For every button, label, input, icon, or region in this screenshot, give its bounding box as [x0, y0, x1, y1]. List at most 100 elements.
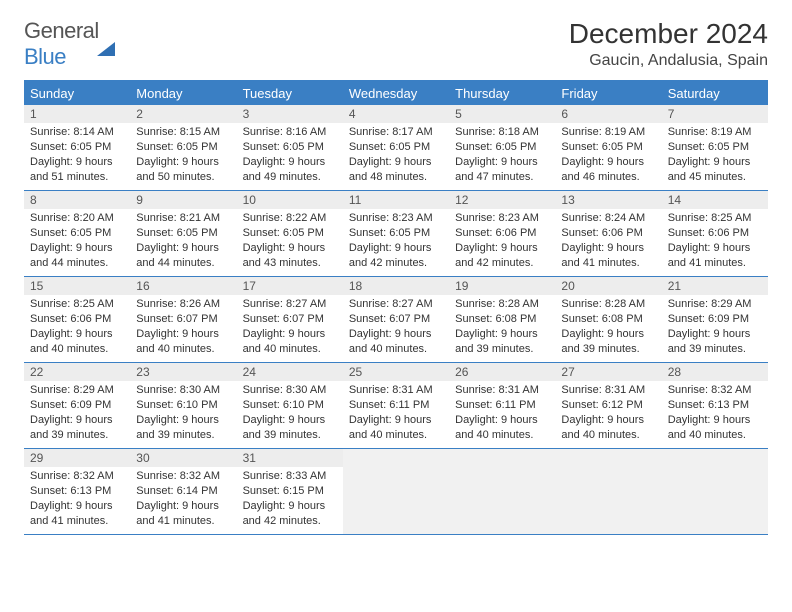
- day-cell: 30Sunrise: 8:32 AMSunset: 6:14 PMDayligh…: [130, 449, 236, 535]
- daylight-text: Daylight: 9 hours and 42 minutes.: [349, 241, 443, 271]
- day-number: 12: [449, 191, 555, 209]
- sunset-text: Sunset: 6:06 PM: [561, 226, 655, 241]
- day-body: Sunrise: 8:27 AMSunset: 6:07 PMDaylight:…: [343, 295, 449, 360]
- dow-sunday: Sunday: [24, 82, 130, 105]
- sunrise-text: Sunrise: 8:32 AM: [136, 469, 230, 484]
- daylight-text: Daylight: 9 hours and 42 minutes.: [243, 499, 337, 529]
- sunrise-text: Sunrise: 8:26 AM: [136, 297, 230, 312]
- day-number: 10: [237, 191, 343, 209]
- day-cell: 10Sunrise: 8:22 AMSunset: 6:05 PMDayligh…: [237, 191, 343, 277]
- daylight-text: Daylight: 9 hours and 41 minutes.: [561, 241, 655, 271]
- sunrise-text: Sunrise: 8:30 AM: [243, 383, 337, 398]
- daylight-text: Daylight: 9 hours and 40 minutes.: [561, 413, 655, 443]
- sunrise-text: Sunrise: 8:20 AM: [30, 211, 124, 226]
- daylight-text: Daylight: 9 hours and 51 minutes.: [30, 155, 124, 185]
- sunset-text: Sunset: 6:13 PM: [30, 484, 124, 499]
- daylight-text: Daylight: 9 hours and 39 minutes.: [136, 413, 230, 443]
- weeks-container: 1Sunrise: 8:14 AMSunset: 6:05 PMDaylight…: [24, 105, 768, 535]
- day-body: Sunrise: 8:28 AMSunset: 6:08 PMDaylight:…: [555, 295, 661, 360]
- sunrise-text: Sunrise: 8:28 AM: [455, 297, 549, 312]
- day-cell: 14Sunrise: 8:25 AMSunset: 6:06 PMDayligh…: [662, 191, 768, 277]
- day-body: Sunrise: 8:24 AMSunset: 6:06 PMDaylight:…: [555, 209, 661, 274]
- sunset-text: Sunset: 6:14 PM: [136, 484, 230, 499]
- day-number: 18: [343, 277, 449, 295]
- day-body: Sunrise: 8:16 AMSunset: 6:05 PMDaylight:…: [237, 123, 343, 188]
- day-cell: 5Sunrise: 8:18 AMSunset: 6:05 PMDaylight…: [449, 105, 555, 191]
- sunset-text: Sunset: 6:05 PM: [561, 140, 655, 155]
- daylight-text: Daylight: 9 hours and 45 minutes.: [668, 155, 762, 185]
- day-number: 23: [130, 363, 236, 381]
- day-body: Sunrise: 8:25 AMSunset: 6:06 PMDaylight:…: [24, 295, 130, 360]
- day-number: 19: [449, 277, 555, 295]
- sunrise-text: Sunrise: 8:17 AM: [349, 125, 443, 140]
- day-number: 7: [662, 105, 768, 123]
- day-number: 31: [237, 449, 343, 467]
- sunrise-text: Sunrise: 8:16 AM: [243, 125, 337, 140]
- day-cell: 16Sunrise: 8:26 AMSunset: 6:07 PMDayligh…: [130, 277, 236, 363]
- header: General Blue December 2024 Gaucin, Andal…: [24, 18, 768, 70]
- triangle-icon: [97, 25, 115, 56]
- daylight-text: Daylight: 9 hours and 40 minutes.: [136, 327, 230, 357]
- dow-thursday: Thursday: [449, 82, 555, 105]
- day-number: 4: [343, 105, 449, 123]
- day-cell: 28Sunrise: 8:32 AMSunset: 6:13 PMDayligh…: [662, 363, 768, 449]
- day-cell: 22Sunrise: 8:29 AMSunset: 6:09 PMDayligh…: [24, 363, 130, 449]
- day-body: Sunrise: 8:30 AMSunset: 6:10 PMDaylight:…: [237, 381, 343, 446]
- week-row: 29Sunrise: 8:32 AMSunset: 6:13 PMDayligh…: [24, 449, 768, 535]
- day-number: 21: [662, 277, 768, 295]
- dow-monday: Monday: [130, 82, 236, 105]
- daylight-text: Daylight: 9 hours and 41 minutes.: [30, 499, 124, 529]
- sunset-text: Sunset: 6:05 PM: [349, 140, 443, 155]
- day-cell: 12Sunrise: 8:23 AMSunset: 6:06 PMDayligh…: [449, 191, 555, 277]
- empty-cell: [662, 449, 768, 535]
- sunset-text: Sunset: 6:08 PM: [455, 312, 549, 327]
- day-cell: 23Sunrise: 8:30 AMSunset: 6:10 PMDayligh…: [130, 363, 236, 449]
- sunset-text: Sunset: 6:05 PM: [455, 140, 549, 155]
- sunrise-text: Sunrise: 8:14 AM: [30, 125, 124, 140]
- day-number: 3: [237, 105, 343, 123]
- sunset-text: Sunset: 6:05 PM: [243, 140, 337, 155]
- day-number: 20: [555, 277, 661, 295]
- sunset-text: Sunset: 6:11 PM: [455, 398, 549, 413]
- day-cell: 29Sunrise: 8:32 AMSunset: 6:13 PMDayligh…: [24, 449, 130, 535]
- sunrise-text: Sunrise: 8:27 AM: [243, 297, 337, 312]
- daylight-text: Daylight: 9 hours and 48 minutes.: [349, 155, 443, 185]
- daylight-text: Daylight: 9 hours and 40 minutes.: [30, 327, 124, 357]
- sunset-text: Sunset: 6:05 PM: [349, 226, 443, 241]
- week-row: 1Sunrise: 8:14 AMSunset: 6:05 PMDaylight…: [24, 105, 768, 191]
- day-cell: 2Sunrise: 8:15 AMSunset: 6:05 PMDaylight…: [130, 105, 236, 191]
- day-body: Sunrise: 8:25 AMSunset: 6:06 PMDaylight:…: [662, 209, 768, 274]
- sunrise-text: Sunrise: 8:29 AM: [30, 383, 124, 398]
- sunrise-text: Sunrise: 8:32 AM: [668, 383, 762, 398]
- sunrise-text: Sunrise: 8:18 AM: [455, 125, 549, 140]
- day-number: 22: [24, 363, 130, 381]
- day-number: 9: [130, 191, 236, 209]
- day-body: Sunrise: 8:27 AMSunset: 6:07 PMDaylight:…: [237, 295, 343, 360]
- sunrise-text: Sunrise: 8:21 AM: [136, 211, 230, 226]
- sunset-text: Sunset: 6:05 PM: [30, 226, 124, 241]
- day-number: 17: [237, 277, 343, 295]
- day-number: 24: [237, 363, 343, 381]
- day-cell: 20Sunrise: 8:28 AMSunset: 6:08 PMDayligh…: [555, 277, 661, 363]
- sunrise-text: Sunrise: 8:24 AM: [561, 211, 655, 226]
- daylight-text: Daylight: 9 hours and 40 minutes.: [668, 413, 762, 443]
- location-label: Gaucin, Andalusia, Spain: [569, 52, 768, 70]
- day-number: 6: [555, 105, 661, 123]
- month-title: December 2024: [569, 18, 768, 50]
- daylight-text: Daylight: 9 hours and 40 minutes.: [455, 413, 549, 443]
- day-cell: 13Sunrise: 8:24 AMSunset: 6:06 PMDayligh…: [555, 191, 661, 277]
- daylight-text: Daylight: 9 hours and 40 minutes.: [349, 327, 443, 357]
- dow-tuesday: Tuesday: [237, 82, 343, 105]
- day-cell: 6Sunrise: 8:19 AMSunset: 6:05 PMDaylight…: [555, 105, 661, 191]
- daylight-text: Daylight: 9 hours and 39 minutes.: [455, 327, 549, 357]
- day-cell: 27Sunrise: 8:31 AMSunset: 6:12 PMDayligh…: [555, 363, 661, 449]
- sunrise-text: Sunrise: 8:15 AM: [136, 125, 230, 140]
- sunset-text: Sunset: 6:05 PM: [136, 226, 230, 241]
- sunrise-text: Sunrise: 8:23 AM: [349, 211, 443, 226]
- day-body: Sunrise: 8:17 AMSunset: 6:05 PMDaylight:…: [343, 123, 449, 188]
- day-number: 14: [662, 191, 768, 209]
- sunset-text: Sunset: 6:05 PM: [243, 226, 337, 241]
- sunrise-text: Sunrise: 8:29 AM: [668, 297, 762, 312]
- day-cell: 31Sunrise: 8:33 AMSunset: 6:15 PMDayligh…: [237, 449, 343, 535]
- day-body: Sunrise: 8:19 AMSunset: 6:05 PMDaylight:…: [662, 123, 768, 188]
